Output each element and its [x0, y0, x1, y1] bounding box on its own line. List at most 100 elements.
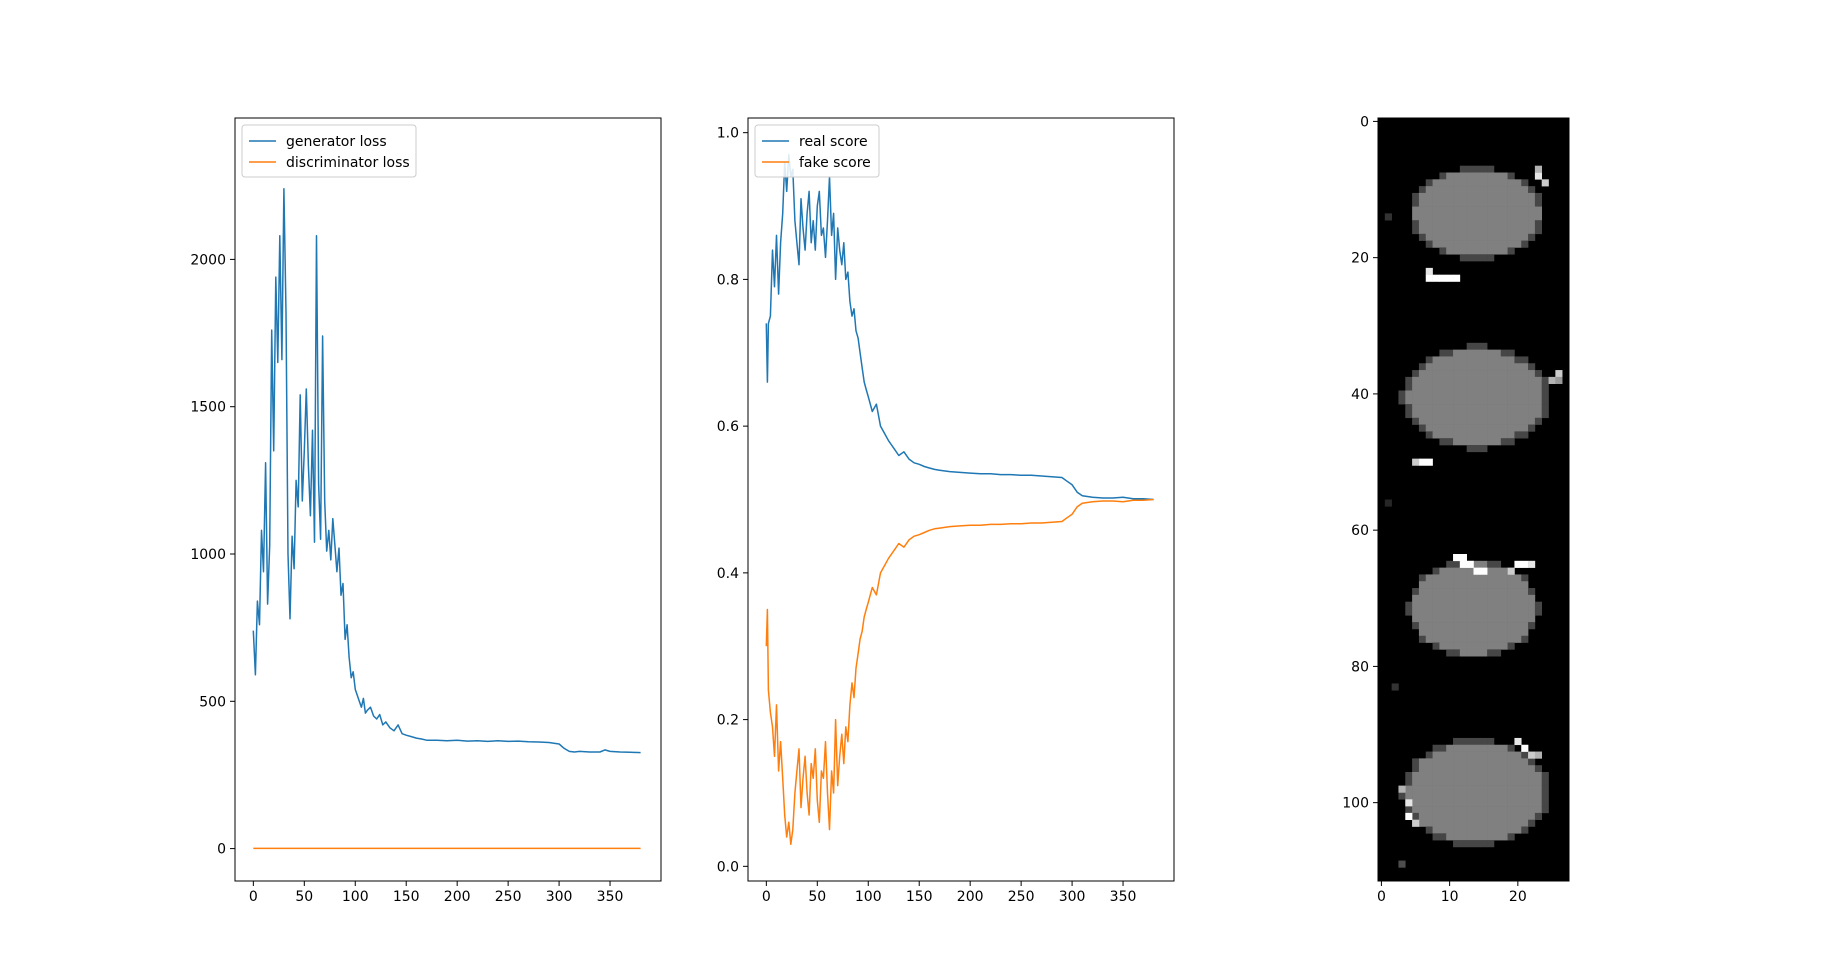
image-pixel [1480, 785, 1488, 793]
image-pixel [1480, 758, 1488, 766]
image-pixel [1480, 247, 1488, 255]
image-pixel [1487, 424, 1495, 432]
image-pixel [1487, 819, 1495, 827]
image-pixel [1459, 751, 1467, 759]
image-pixel [1432, 581, 1440, 589]
image-pixel [1541, 785, 1549, 793]
image-pixel [1487, 349, 1495, 357]
image-pixel [1473, 390, 1481, 398]
image-pixel [1500, 744, 1508, 752]
image-pixel [1439, 349, 1447, 357]
image-pixel [1528, 778, 1536, 786]
image-pixel [1459, 567, 1467, 575]
image-pixel [1487, 410, 1495, 419]
image-pixel [1487, 772, 1495, 780]
image-pixel [1446, 560, 1454, 568]
image-pixel [1480, 601, 1488, 609]
image-bright-pixel [1418, 458, 1427, 466]
image-bright-pixel [1466, 560, 1474, 568]
image-pixel [1507, 744, 1515, 752]
image-pixel [1507, 192, 1515, 201]
y-tick-label: 40 [1351, 387, 1369, 403]
image-pixel [1453, 247, 1461, 255]
image-pixel [1493, 383, 1502, 391]
image-pixel [1459, 635, 1467, 643]
image-pixel [1514, 376, 1522, 384]
image-pixel [1521, 628, 1529, 637]
image-pixel [1534, 220, 1543, 228]
image-pixel [1459, 826, 1467, 834]
image-pixel [1521, 390, 1529, 398]
image-pixel [1493, 772, 1502, 780]
image-pixel [1473, 192, 1481, 201]
image-pixel [1487, 240, 1495, 248]
image-bright-pixel [1480, 567, 1488, 575]
image-pixel [1473, 240, 1481, 248]
image-pixel [1453, 376, 1461, 384]
image-pixel [1459, 772, 1467, 780]
image-pixel [1528, 417, 1536, 425]
image-pixel [1459, 349, 1467, 357]
image-pixel [1412, 792, 1420, 800]
image-pixel [1446, 567, 1454, 575]
image-pixel [1521, 778, 1529, 786]
x-tick-label: 0 [249, 889, 258, 905]
image-pixel [1432, 206, 1440, 214]
image-pixel [1466, 240, 1474, 248]
image-pixel [1500, 227, 1508, 235]
image-pixel [1446, 628, 1454, 637]
image-pixel [1432, 615, 1440, 623]
image-pixel [1528, 220, 1536, 228]
x-tick-label: 100 [342, 889, 369, 905]
image-pixel [1473, 581, 1481, 589]
image-pixel [1521, 431, 1529, 439]
image-pixel [1405, 792, 1413, 800]
image-pixel [1418, 588, 1427, 596]
image-pixel [1487, 622, 1495, 630]
image-pixel [1487, 356, 1495, 364]
legend-label-discriminator-loss: discriminator loss [286, 155, 410, 171]
image-pixel [1412, 390, 1420, 398]
image-pixel [1534, 778, 1543, 786]
legend-label-fake-score: fake score [799, 155, 871, 171]
image-pixel [1500, 601, 1508, 609]
image-pixel [1432, 594, 1440, 602]
y-tick-label: 1.0 [717, 126, 739, 142]
image-pixel [1493, 758, 1502, 766]
image-pixel [1480, 737, 1488, 746]
image-pixel [1473, 737, 1481, 746]
image-pixel [1453, 785, 1461, 793]
image-pixel [1439, 608, 1447, 616]
image-pixel [1487, 220, 1495, 228]
image-pixel [1541, 397, 1549, 405]
image-pixel [1473, 799, 1481, 807]
image-pixel [1459, 799, 1467, 807]
image-pixel [1446, 220, 1454, 228]
image-pixel [1459, 247, 1467, 255]
image-pixel [1439, 220, 1447, 228]
image-pixel [1473, 376, 1481, 384]
image-pixel [1439, 758, 1447, 766]
image-pixel [1487, 186, 1495, 194]
series-line-fake-score [765, 498, 1154, 846]
image-pixel [1453, 622, 1461, 630]
image-pixel [1487, 404, 1495, 412]
image-pixel [1480, 431, 1488, 439]
x-tick-label: 350 [597, 889, 624, 905]
image-pixel [1432, 179, 1440, 187]
image-pixel [1480, 608, 1488, 616]
image-pixel [1521, 588, 1529, 596]
image-pixel [1507, 826, 1515, 834]
image-pixel [1459, 165, 1467, 173]
x-tick-label: 200 [444, 889, 471, 905]
image-pixel [1521, 417, 1529, 425]
image-pixel [1480, 376, 1488, 384]
image-pixel [1541, 772, 1549, 780]
image-pixel [1493, 833, 1502, 841]
image-pixel [1412, 376, 1420, 384]
image-pixel [1432, 792, 1440, 800]
image-pixel [1453, 751, 1461, 759]
image-bright-pixel [1412, 819, 1420, 827]
x-tick-label: 300 [546, 889, 573, 905]
